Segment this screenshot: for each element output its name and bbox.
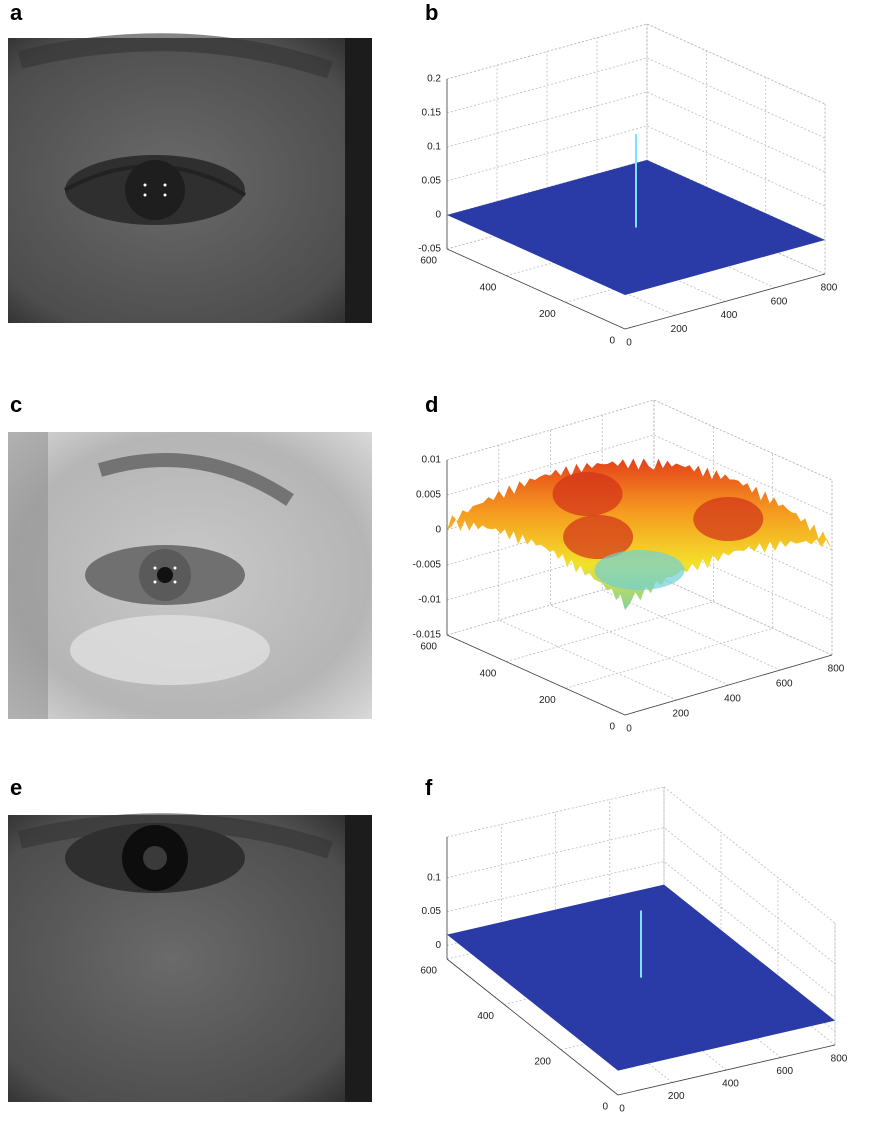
panel-label: c [10,392,22,417]
y-tick-label: 600 [420,256,437,267]
y-tick-label: 0 [609,336,615,347]
z-tick-label: 0 [435,210,441,221]
z-tick-label: 0.005 [416,490,441,501]
z-tick-label: 0.01 [422,455,442,466]
y-tick-label: 200 [539,309,556,320]
x-tick-label: 800 [821,283,838,294]
y-tick-label: 400 [477,1011,494,1022]
y-tick-label: 0 [609,722,615,733]
y-tick-label: 600 [420,642,437,653]
x-tick-label: 400 [721,310,738,321]
x-tick-label: 600 [776,1066,793,1077]
z-tick-label: -0.01 [418,595,441,606]
x-tick-label: 600 [771,296,788,307]
y-tick-label: 400 [480,668,497,679]
y-tick-label: 200 [539,695,556,706]
x-tick-label: 800 [828,664,845,675]
x-tick-label: 0 [626,724,632,735]
surface-peak [693,497,763,541]
photo-c [8,432,372,719]
grid-line [447,58,825,138]
z-tick-label: -0.015 [413,630,442,641]
panel-label: b [425,0,438,25]
grid-line [447,24,825,104]
y-axis [447,635,625,715]
panel-label: f [425,775,433,800]
x-tick-label: 800 [831,1054,848,1065]
z-tick-label: 0.1 [427,872,441,883]
panel-label: d [425,392,438,417]
box-edge [664,787,835,923]
photo-a [8,38,372,323]
z-tick-label: -0.005 [413,560,442,571]
x-tick-label: 400 [722,1079,739,1090]
panel-label: a [10,0,23,25]
x-tick-label: 200 [672,709,689,720]
panel-label: e [10,775,22,800]
y-tick-label: 0 [602,1102,608,1113]
y-tick-label: 600 [420,966,437,977]
y-tick-label: 200 [534,1056,551,1067]
z-tick-label: 0.1 [427,142,441,153]
z-tick-label: 0.05 [422,176,442,187]
x-tick-label: 0 [626,338,632,349]
x-axis [625,655,832,715]
surface-peak [553,472,623,516]
figure: a b -0.05 0 0.05 0.1 0.15 0.2 0 200 400 600 800 0 200 4… [0,0,883,1126]
y-tick-label: 400 [480,282,497,293]
x-tick-label: 0 [619,1104,625,1115]
z-tick-label: 0 [435,525,441,536]
z-tick-label: 0.15 [422,108,442,119]
surface-dip [595,550,685,590]
x-tick-label: 600 [776,679,793,690]
photo-e [8,815,372,1102]
z-tick-label: 0.2 [427,74,441,85]
x-tick-label: 200 [668,1091,685,1102]
x-tick-label: 400 [724,694,741,705]
z-tick-label: 0.05 [422,906,442,917]
x-tick-label: 200 [671,324,688,335]
z-tick-label: 0 [435,940,441,951]
z-tick-label: -0.05 [418,244,441,255]
